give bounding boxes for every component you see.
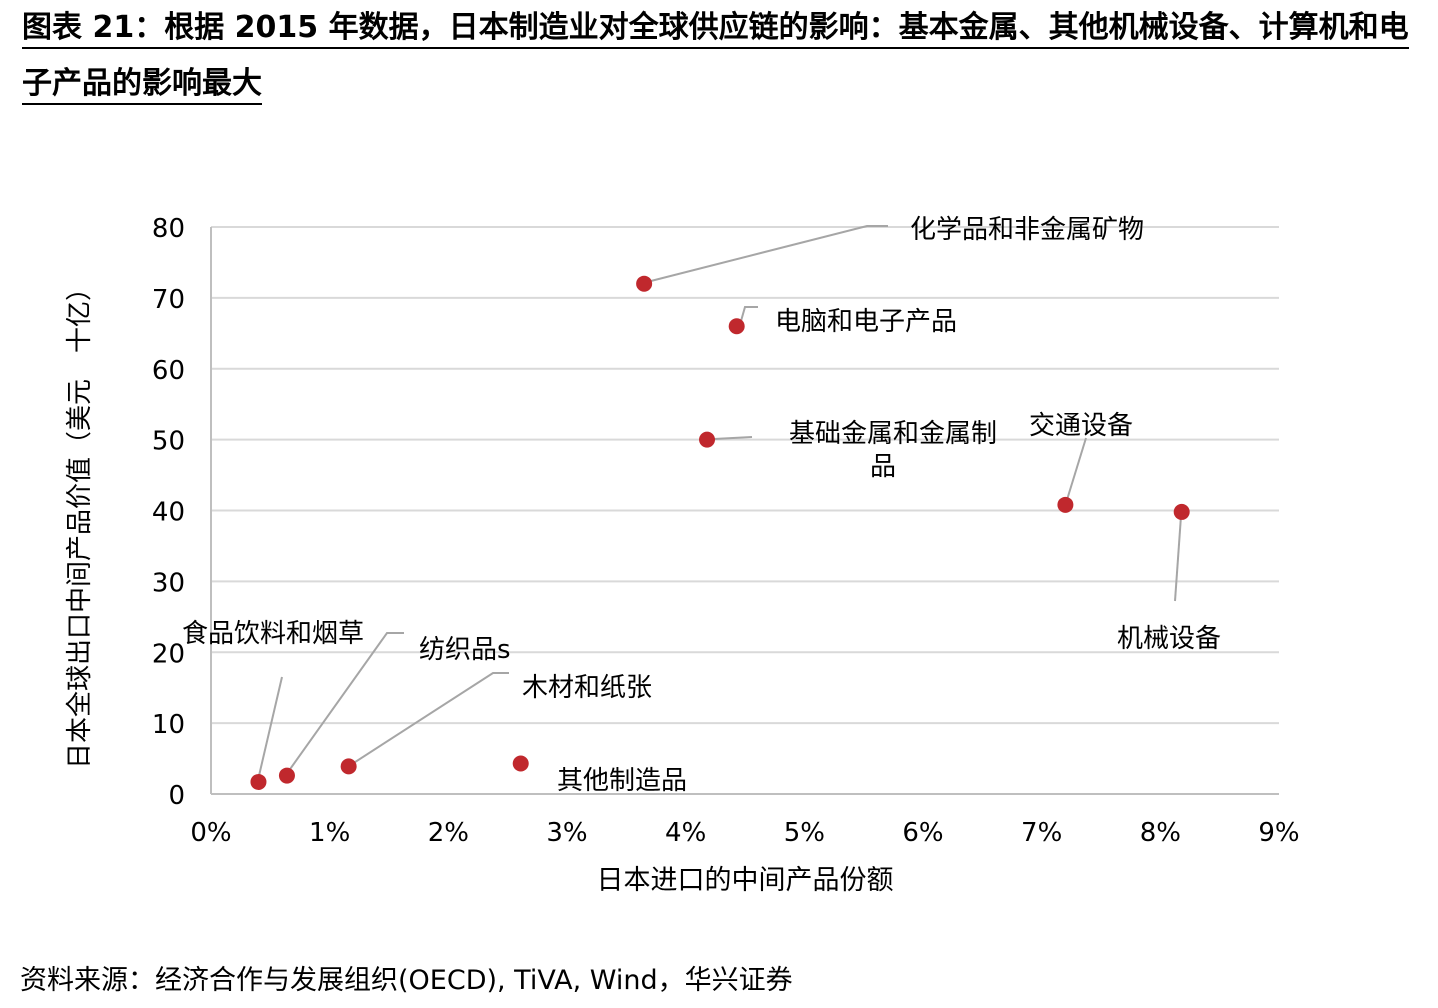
y-tick-label: 30 — [152, 568, 185, 598]
y-axis-label: 日本全球出口中间产品价值（美元 十亿） — [65, 275, 95, 769]
data-label: 品 — [870, 452, 896, 482]
x-tick-label: 2% — [428, 818, 469, 848]
data-point — [250, 773, 267, 790]
data-label: 基础金属和金属制 — [789, 419, 997, 449]
leader-line — [1065, 437, 1087, 504]
data-label: 电脑和电子产品 — [775, 307, 957, 337]
tick-labels: 0 10 20 30 40 50 60 70 80 0% 1% 2% 3% 4% 5% 6% 7% 8% 9% — [152, 214, 1300, 848]
x-axis-label: 日本进口的中间产品份额 — [597, 865, 894, 896]
data-label: 食品饮料和烟草 — [182, 619, 364, 649]
data-label: 化学品和非金属矿物 — [910, 215, 1144, 245]
chart-title: 图表 21：根据 2015 年数据，日本制造业对全球供应链的影响：基本金属、其他… — [22, 0, 1422, 112]
leader-line — [642, 225, 888, 284]
data-point — [636, 275, 653, 292]
gridlines — [211, 226, 1279, 725]
source-note: 资料来源：经济合作与发展组织(OECD), TiVA, Wind，华兴证券 — [20, 965, 793, 996]
x-tick-label: 0% — [190, 818, 231, 848]
label-leader-lines — [257, 225, 1182, 781]
x-tick-label: 7% — [1021, 818, 1062, 848]
x-tick-label: 3% — [546, 818, 587, 848]
data-label: 交通设备 — [1029, 411, 1133, 441]
data-point — [1057, 496, 1074, 513]
leader-line — [1174, 515, 1182, 602]
x-tick-label: 9% — [1258, 818, 1299, 848]
data-label: 机械设备 — [1117, 624, 1221, 654]
y-tick-label: 20 — [152, 639, 185, 669]
y-tick-label: 40 — [152, 498, 185, 528]
data-point — [728, 318, 745, 335]
data-points — [250, 275, 1190, 790]
x-tick-label: 1% — [309, 818, 350, 848]
y-tick-label: 70 — [152, 285, 185, 315]
data-label: 纺织品s — [419, 635, 511, 665]
y-tick-label: 10 — [152, 710, 185, 740]
data-label: 其他制造品 — [557, 766, 687, 796]
y-tick-label: 60 — [152, 356, 185, 386]
axes — [210, 227, 1279, 795]
data-label: 木材和纸张 — [522, 673, 652, 703]
y-tick-label: 0 — [168, 781, 185, 811]
leader-line — [713, 436, 753, 440]
data-point — [512, 755, 529, 772]
y-tick-label: 80 — [152, 214, 185, 244]
x-tick-label: 6% — [902, 818, 943, 848]
x-tick-label: 8% — [1140, 818, 1181, 848]
data-point — [699, 431, 716, 448]
leader-line — [257, 676, 283, 781]
data-point — [1173, 503, 1190, 520]
x-tick-label: 4% — [665, 818, 706, 848]
leader-line — [348, 672, 509, 767]
leader-line — [287, 632, 404, 773]
x-tick-label: 5% — [784, 818, 825, 848]
y-tick-label: 50 — [152, 427, 185, 457]
data-point — [340, 758, 357, 775]
leader-line — [740, 306, 758, 322]
data-point — [278, 767, 295, 784]
